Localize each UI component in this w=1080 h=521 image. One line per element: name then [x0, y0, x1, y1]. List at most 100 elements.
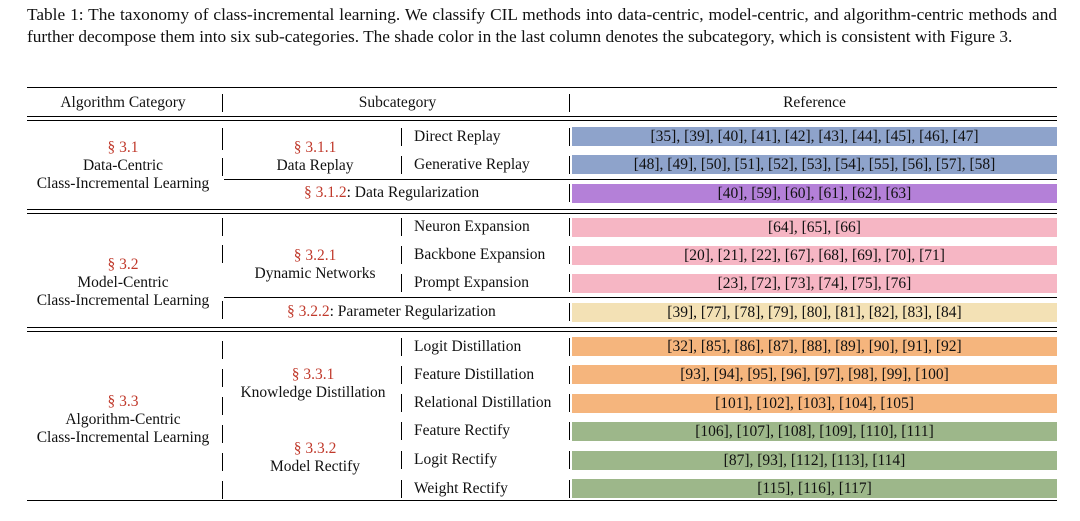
method-relational-distillation: Relational Distillation: [414, 394, 552, 411]
column-divider: [222, 341, 223, 359]
column-divider: [569, 128, 570, 146]
cmidrule: [224, 297, 1057, 298]
reference-cell: [93], [94], [95], [96], [97], [98], [99]…: [572, 365, 1057, 384]
column-divider: [222, 128, 223, 150]
section-link[interactable]: § 3.1.2: [304, 184, 347, 201]
column-divider: [569, 451, 570, 469]
header-divider: [569, 94, 570, 112]
method-feature-distillation: Feature Distillation: [414, 366, 535, 383]
column-divider: [569, 274, 570, 292]
column-divider: [401, 156, 402, 174]
method-generative-replay: Generative Replay: [414, 156, 530, 173]
bottom-rule: [27, 500, 1057, 501]
column-divider: [569, 218, 570, 236]
section-link[interactable]: § 3.1.1: [293, 139, 337, 156]
reference-cell: [39], [77], [78], [79], [80], [81], [82]…: [572, 303, 1057, 322]
column-divider: [401, 128, 402, 146]
subcategory-parameter-regularization: § 3.2.2: Parameter Regularization: [287, 303, 496, 321]
reference-cell: [106], [107], [108], [109], [110], [111]: [572, 422, 1057, 441]
group-rule: [27, 213, 1057, 214]
column-divider: [569, 184, 570, 202]
section-link[interactable]: § 3.3: [107, 393, 139, 410]
reference-cell: [40], [59], [60], [61], [62], [63]: [572, 184, 1057, 203]
header-subcategory: Subcategory: [358, 94, 437, 111]
reference-cell: [32], [85], [86], [87], [88], [89], [90]…: [572, 337, 1057, 356]
column-divider: [401, 274, 402, 292]
table-caption: Table 1: The taxonomy of class-increment…: [27, 5, 1057, 46]
header-rule: [27, 116, 1057, 117]
method-feature-rectify: Feature Rectify: [414, 422, 510, 439]
column-divider: [569, 422, 570, 440]
subcategory-data-regularization: § 3.1.2: Data Regularization: [304, 184, 479, 202]
top-rule: [27, 87, 1057, 88]
header-reference: Reference: [783, 94, 846, 111]
column-divider: [222, 369, 223, 387]
column-divider: [401, 480, 402, 498]
column-divider: [401, 394, 402, 412]
column-divider: [401, 422, 402, 440]
header-divider: [222, 94, 223, 112]
column-divider: [569, 338, 570, 356]
method-logit-rectify: Logit Rectify: [414, 451, 498, 468]
column-divider: [222, 425, 223, 443]
reference-cell: [35], [39], [40], [41], [42], [43], [44]…: [572, 127, 1057, 146]
column-divider: [401, 218, 402, 236]
method-backbone-expansion: Backbone Expansion: [414, 246, 546, 263]
category-name: Model-Centric: [77, 274, 169, 291]
method-prompt-expansion: Prompt Expansion: [414, 274, 529, 291]
column-divider: [569, 480, 570, 498]
column-divider: [401, 451, 402, 469]
column-divider: [222, 218, 223, 236]
reference-cell: [64], [65], [66]: [572, 218, 1057, 237]
subcategory-name: Knowledge Distillation: [240, 384, 386, 401]
reference-cell: [48], [49], [50], [51], [52], [53], [54]…: [572, 155, 1057, 174]
group-rule: [27, 209, 1057, 210]
subcategory-model-rectify: § 3.3.2 Model Rectify: [240, 440, 390, 476]
reference-cell: [101], [102], [103], [104], [105]: [572, 394, 1057, 413]
method-weight-rectify: Weight Rectify: [414, 480, 508, 497]
category-name: Class-Incremental Learning: [36, 429, 210, 446]
subcategory-knowledge-distillation: § 3.3.1 Knowledge Distillation: [230, 366, 396, 402]
subcategory-name: : Data Regularization: [346, 184, 480, 201]
subcategory-name: : Parameter Regularization: [329, 303, 496, 320]
category-name: Data-Centric: [82, 157, 164, 174]
reference-cell: [115], [116], [117]: [572, 479, 1057, 498]
column-divider: [222, 453, 223, 471]
category-name: Class-Incremental Learning: [36, 175, 210, 192]
column-divider: [569, 366, 570, 384]
cmidrule: [224, 179, 1057, 180]
category-data-centric: § 3.1 Data-Centric Class-Incremental Lea…: [27, 139, 219, 193]
reference-cell: [20], [21], [22], [67], [68], [69], [70]…: [572, 246, 1057, 265]
category-model-centric: § 3.2 Model-Centric Class-Incremental Le…: [27, 256, 219, 310]
subcategory-data-replay: § 3.1.1 Data Replay: [240, 139, 390, 175]
section-link[interactable]: § 3.3.1: [291, 366, 335, 383]
column-divider: [401, 366, 402, 384]
section-link[interactable]: § 3.1: [107, 139, 139, 156]
method-direct-replay: Direct Replay: [414, 128, 501, 145]
header-rule: [27, 120, 1057, 121]
section-link[interactable]: § 3.2.1: [293, 247, 337, 264]
column-divider: [569, 394, 570, 412]
section-link[interactable]: § 3.3.2: [293, 440, 337, 457]
subcategory-dynamic-networks: § 3.2.1 Dynamic Networks: [240, 247, 390, 283]
column-divider: [222, 301, 223, 319]
subcategory-name: Dynamic Networks: [254, 265, 376, 282]
category-algorithm-centric: § 3.3 Algorithm-Centric Class-Incrementa…: [27, 393, 219, 447]
reference-cell: [23], [72], [73], [74], [75], [76]: [572, 274, 1057, 293]
subcategory-name: Data Replay: [276, 157, 354, 174]
category-name: Class-Incremental Learning: [36, 292, 210, 309]
method-logit-distillation: Logit Distillation: [414, 338, 522, 355]
section-link[interactable]: § 3.2.2: [287, 303, 330, 320]
section-link[interactable]: § 3.2: [107, 256, 139, 273]
column-divider: [401, 246, 402, 264]
column-divider: [222, 397, 223, 415]
column-divider: [222, 481, 223, 499]
header-category: Algorithm Category: [60, 94, 186, 111]
group-rule: [27, 327, 1057, 328]
column-divider: [222, 245, 223, 263]
method-neuron-expansion: Neuron Expansion: [414, 218, 530, 235]
column-divider: [569, 303, 570, 321]
category-name: Algorithm-Centric: [65, 411, 181, 428]
reference-cell: [87], [93], [112], [113], [114]: [572, 451, 1057, 470]
column-divider: [569, 156, 570, 174]
